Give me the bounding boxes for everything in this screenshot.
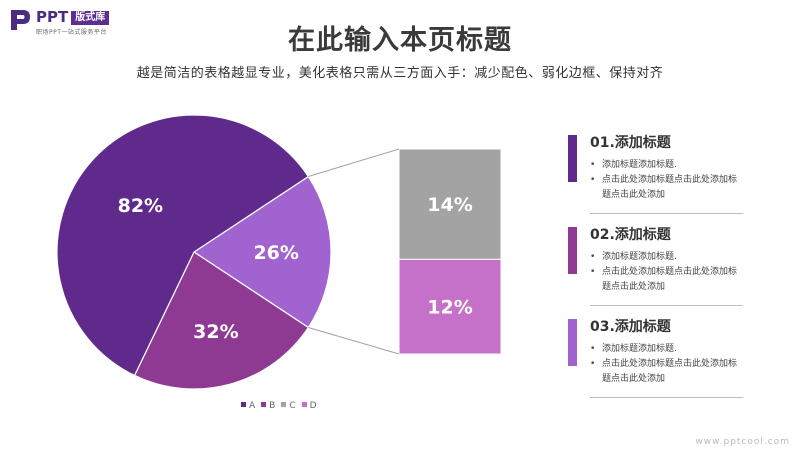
connector-line xyxy=(308,148,400,178)
bullet-icon: • xyxy=(590,252,596,262)
bullet-icon: • xyxy=(590,160,596,170)
item-bullet-line: • 点击此处添加标题点击此处添加标题点击此处添加 xyxy=(590,265,745,295)
pie-slice xyxy=(56,114,310,377)
item-bullet-line: • 点击此处添加标题点击此处添加标题点击此处添加 xyxy=(590,173,745,203)
bullet-text: 点击此处添加标题点击此处添加标题点击此处添加 xyxy=(602,359,738,384)
legend-label: A xyxy=(249,401,256,411)
pie-slice xyxy=(192,175,332,329)
legend-label: B xyxy=(269,401,276,411)
chart-legend: A B C D xyxy=(241,401,323,411)
item-accent-bar xyxy=(568,319,577,366)
stack-segment-label: 14% xyxy=(427,194,472,216)
legend-swatch xyxy=(281,402,287,407)
item-accent-bar xyxy=(568,135,577,182)
logo-tag: 版式库 xyxy=(71,11,110,25)
bullet-icon: • xyxy=(590,175,596,185)
bullet-text: 添加标题添加标题. xyxy=(602,252,677,262)
bullet-text: 点击此处添加标题点击此处添加标题点击此处添加 xyxy=(602,267,738,292)
bullet-text: 添加标题添加标题. xyxy=(602,344,677,354)
item-bullet-line: • 添加标题添加标题. xyxy=(590,158,745,173)
legend-swatch xyxy=(301,402,307,407)
stack-segment-label: 12% xyxy=(427,297,472,319)
legend-swatch xyxy=(241,402,246,407)
logo-name: PPT 版式库 xyxy=(36,8,110,26)
bullet-text: 添加标题添加标题. xyxy=(602,160,677,170)
item-divider xyxy=(590,305,743,306)
item-title: 03.添加标题 xyxy=(590,319,671,335)
bullet-icon: • xyxy=(590,344,596,354)
item-bullet-line: • 点击此处添加标题点击此处添加标题点击此处添加 xyxy=(590,357,745,387)
info-item: 02.添加标题 • 添加标题添加标题. • 点击此处添加标题点击此处添加标题点击此处添加 xyxy=(568,224,743,316)
legend-item: A xyxy=(241,401,255,411)
legend-label: C xyxy=(289,401,296,411)
item-list: 01.添加标题 • 添加标题添加标题. • 点击此处添加标题点击此处添加标题点击此处添加… xyxy=(568,132,743,408)
item-accent-bar xyxy=(568,227,577,274)
item-divider xyxy=(590,397,743,398)
legend-item: D xyxy=(301,401,317,411)
pie-slice-label: 26% xyxy=(253,242,298,264)
item-title: 02.添加标题 xyxy=(590,227,671,243)
item-divider xyxy=(590,213,743,214)
connector-line xyxy=(308,326,400,355)
info-item: 03.添加标题 • 添加标题添加标题. • 点击此处添加标题点击此处添加标题点击此处添加 xyxy=(568,316,743,408)
logo-mark-icon xyxy=(11,10,30,30)
pie-slice-label: 82% xyxy=(118,195,163,217)
pie-slice-label: 32% xyxy=(193,321,238,343)
info-item: 01.添加标题 • 添加标题添加标题. • 点击此处添加标题点击此处添加标题点击此处添加 xyxy=(568,132,743,224)
logo-tagline: 职场PPT一站式服务平台 xyxy=(36,29,107,36)
stack-segment xyxy=(398,258,502,355)
bullet-text: 点击此处添加标题点击此处添加标题点击此处添加 xyxy=(602,175,738,200)
item-bullet-line: • 添加标题添加标题. xyxy=(590,342,745,357)
item-text: • 添加标题添加标题. • 点击此处添加标题点击此处添加标题点击此处添加 xyxy=(590,342,745,387)
item-title: 01.添加标题 xyxy=(590,135,671,151)
page-subtitle: 越是简洁的表格越显专业，美化表格只需从三方面入手：减少配色、弱化边框、保持对齐 xyxy=(136,66,664,81)
bullet-icon: • xyxy=(590,267,596,277)
watermark: www.pptcool.com xyxy=(695,437,790,447)
item-text: • 添加标题添加标题. • 点击此处添加标题点击此处添加标题点击此处添加 xyxy=(590,250,745,295)
legend-label: D xyxy=(309,401,317,411)
bullet-icon: • xyxy=(590,359,596,369)
stack-segment xyxy=(398,148,502,260)
item-bullet-line: • 添加标题添加标题. xyxy=(590,250,745,265)
legend-item: B xyxy=(261,401,275,411)
item-text: • 添加标题添加标题. • 点击此处添加标题点击此处添加标题点击此处添加 xyxy=(590,158,745,203)
legend-swatch xyxy=(261,402,267,407)
legend-item: C xyxy=(281,401,296,411)
page-title: 在此输入本页标题 xyxy=(288,25,512,56)
